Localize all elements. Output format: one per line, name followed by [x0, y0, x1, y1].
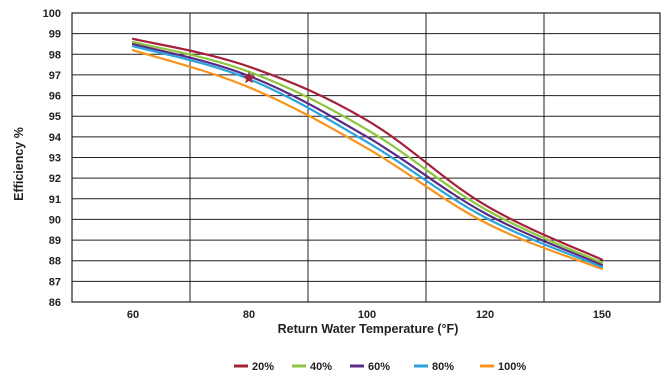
y-axis-ticks: 86 87 88 89 90 91 92 93 94 95 96 97 98 99 100 [43, 8, 62, 309]
series-line-100pct [131, 49, 604, 271]
x-tick-label: 60 [127, 309, 139, 321]
y-tick-label: 90 [49, 214, 61, 226]
legend-label: 40% [310, 361, 332, 373]
y-tick-label: 100 [43, 8, 61, 20]
series-line-20pct [131, 37, 604, 261]
x-axis-title: Return Water Temperature (°F) [278, 322, 459, 336]
y-tick-label: 98 [49, 49, 61, 61]
y-tick-label: 91 [49, 194, 61, 206]
y-tick-label: 97 [49, 70, 61, 82]
y-tick-label: 92 [49, 173, 61, 185]
legend: 20% 40% 60% 80% 100% [234, 361, 526, 373]
y-tick-label: 96 [49, 91, 61, 103]
y-tick-label: 94 [49, 132, 62, 144]
y-tick-label: 93 [49, 153, 61, 165]
series-line-60pct [131, 42, 604, 266]
legend-label: 60% [368, 361, 390, 373]
star-marker [242, 71, 256, 84]
legend-label: 80% [432, 361, 454, 373]
legend-label: 20% [252, 361, 274, 373]
plot-frame [71, 12, 661, 303]
y-tick-label: 87 [49, 276, 61, 288]
grid [72, 12, 660, 303]
y-tick-label: 95 [49, 111, 61, 123]
x-tick-label: 150 [593, 309, 611, 321]
series-lines [131, 37, 604, 271]
x-tick-label: 80 [243, 309, 255, 321]
annotation-markers [242, 71, 256, 84]
y-axis-title: Efficiency % [12, 127, 26, 201]
plot-border [71, 12, 661, 303]
x-tick-label: 120 [476, 309, 494, 321]
y-tick-label: 89 [49, 235, 61, 247]
y-tick-label: 88 [49, 256, 61, 268]
series-line-80pct [131, 44, 604, 269]
y-tick-label: 99 [49, 29, 61, 41]
series-line-40pct [131, 40, 604, 264]
y-tick-label: 86 [49, 297, 61, 309]
x-axis-ticks: 60 80 100 120 150 [127, 309, 611, 321]
x-tick-label: 100 [358, 309, 376, 321]
legend-label: 100% [498, 361, 526, 373]
